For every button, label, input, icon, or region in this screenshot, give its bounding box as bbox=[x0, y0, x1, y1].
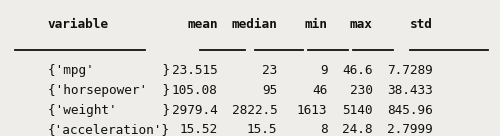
Text: 845.96: 845.96 bbox=[387, 104, 432, 117]
Text: 23: 23 bbox=[262, 64, 278, 77]
Text: {'acceleration'}: {'acceleration'} bbox=[48, 123, 170, 136]
Text: 230: 230 bbox=[350, 84, 372, 97]
Text: 2.7999: 2.7999 bbox=[387, 123, 432, 136]
Text: {'horsepower'  }: {'horsepower' } bbox=[48, 84, 170, 97]
Text: 15.5: 15.5 bbox=[247, 123, 278, 136]
Text: 46: 46 bbox=[312, 84, 328, 97]
Text: 9: 9 bbox=[320, 64, 328, 77]
Text: max: max bbox=[350, 18, 372, 31]
Text: 46.6: 46.6 bbox=[342, 64, 372, 77]
Text: 38.433: 38.433 bbox=[387, 84, 432, 97]
Text: mean: mean bbox=[187, 18, 218, 31]
Text: 1613: 1613 bbox=[297, 104, 328, 117]
Text: 7.7289: 7.7289 bbox=[387, 64, 432, 77]
Text: {'mpg'         }: {'mpg' } bbox=[48, 64, 170, 77]
Text: 105.08: 105.08 bbox=[172, 84, 218, 97]
Text: 24.8: 24.8 bbox=[342, 123, 372, 136]
Text: variable: variable bbox=[48, 18, 108, 31]
Text: median: median bbox=[232, 18, 278, 31]
Text: 8: 8 bbox=[320, 123, 328, 136]
Text: min: min bbox=[304, 18, 328, 31]
Text: {'weight'      }: {'weight' } bbox=[48, 104, 170, 117]
Text: 15.52: 15.52 bbox=[180, 123, 218, 136]
Text: 2822.5: 2822.5 bbox=[232, 104, 278, 117]
Text: 2979.4: 2979.4 bbox=[172, 104, 218, 117]
Text: std: std bbox=[410, 18, 432, 31]
Text: 5140: 5140 bbox=[342, 104, 372, 117]
Text: 23.515: 23.515 bbox=[172, 64, 218, 77]
Text: 95: 95 bbox=[262, 84, 278, 97]
